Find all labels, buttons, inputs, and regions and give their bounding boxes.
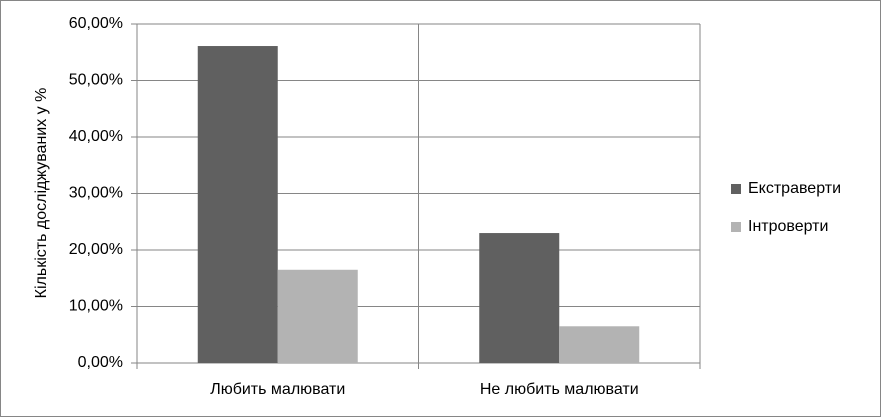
legend-swatch (731, 222, 741, 232)
bar (559, 326, 640, 363)
y-tick-label: 10,00% (69, 298, 123, 315)
y-tick-label: 40,00% (69, 128, 123, 145)
y-axis-label: Кількість досліджуваних у % (33, 88, 50, 299)
x-tick-label: Не любить малювати (480, 381, 639, 398)
y-tick-label: 50,00% (69, 72, 123, 89)
legend-swatch (731, 184, 741, 194)
bar (197, 46, 278, 363)
x-tick-label: Любить малювати (210, 381, 345, 398)
bar (479, 233, 560, 363)
bar (277, 269, 358, 363)
y-tick-label: 60,00% (69, 15, 123, 32)
legend-label: Інтроверти (748, 218, 828, 235)
y-tick-label: 30,00% (69, 185, 123, 202)
y-tick-label: 0,00% (78, 354, 123, 371)
legend-label: Екстраверти (748, 180, 841, 197)
y-tick-label: 20,00% (69, 241, 123, 258)
